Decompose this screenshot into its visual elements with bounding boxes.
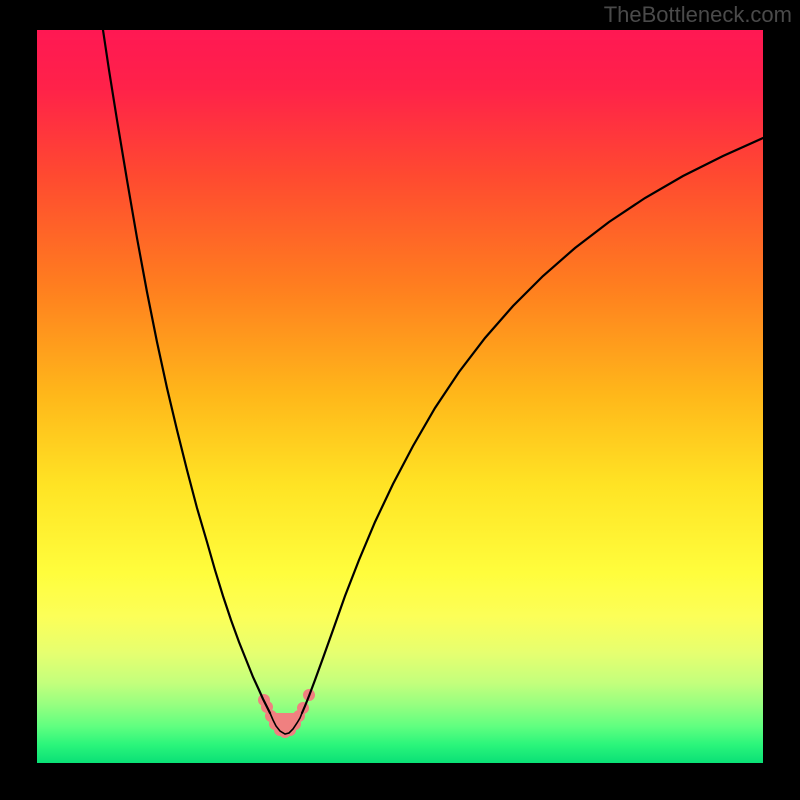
watermark-text: TheBottleneck.com: [604, 2, 792, 28]
curve-overlay: [0, 0, 800, 800]
chart-container: TheBottleneck.com: [0, 0, 800, 800]
